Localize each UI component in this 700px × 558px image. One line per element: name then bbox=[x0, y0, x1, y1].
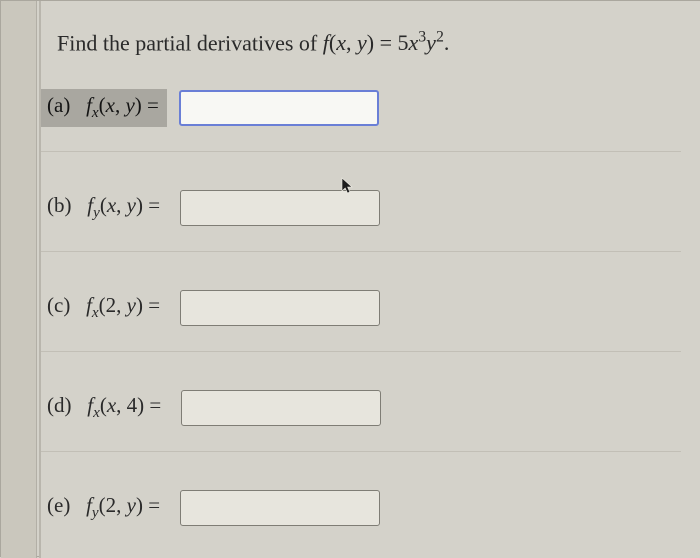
part-row-c: (c) fx(2, y) = bbox=[41, 287, 380, 329]
answer-input-d[interactable] bbox=[181, 390, 381, 426]
part-row-b: (b) fy(x, y) = bbox=[41, 187, 380, 229]
part-letter: (b) bbox=[47, 193, 72, 217]
part-row-d: (d) fx(x, 4) = bbox=[41, 387, 381, 429]
part-label-d: (d) fx(x, 4) = bbox=[41, 389, 169, 426]
part-row-a: (a) fx(x, y) = bbox=[41, 87, 379, 129]
answer-input-a[interactable] bbox=[179, 90, 379, 126]
part-expr: fx(x, 4) bbox=[87, 393, 149, 417]
divider bbox=[41, 351, 681, 352]
answer-input-e[interactable] bbox=[180, 490, 380, 526]
part-letter: (a) bbox=[47, 93, 70, 117]
prompt-text: Find the partial derivatives of f(x, y) … bbox=[57, 29, 449, 56]
worksheet-frame: Find the partial derivatives of f(x, y) … bbox=[0, 0, 700, 557]
part-letter: (e) bbox=[47, 493, 70, 517]
answer-input-b[interactable] bbox=[180, 190, 380, 226]
prompt-prefix: Find the partial derivatives of bbox=[57, 30, 323, 55]
part-expr: fx(x, y) bbox=[86, 93, 147, 117]
part-expr: fx(2, y) bbox=[86, 293, 148, 317]
divider bbox=[41, 451, 681, 452]
answer-input-c[interactable] bbox=[180, 290, 380, 326]
left-gutter bbox=[1, 1, 37, 558]
part-row-e: (e) fy(2, y) = bbox=[41, 487, 380, 529]
part-letter: (d) bbox=[47, 393, 72, 417]
prompt-function: f(x, y) = 5x3y2. bbox=[323, 30, 450, 55]
part-label-a: (a) fx(x, y) = bbox=[41, 89, 167, 126]
part-label-b: (b) fy(x, y) = bbox=[41, 189, 168, 226]
divider bbox=[41, 251, 681, 252]
part-expr: fy(x, y) bbox=[87, 193, 148, 217]
part-label-e: (e) fy(2, y) = bbox=[41, 489, 168, 526]
divider bbox=[41, 151, 681, 152]
part-expr: fy(2, y) bbox=[86, 493, 148, 517]
part-letter: (c) bbox=[47, 293, 70, 317]
worksheet-sheet bbox=[39, 1, 700, 558]
part-label-c: (c) fx(2, y) = bbox=[41, 289, 168, 326]
